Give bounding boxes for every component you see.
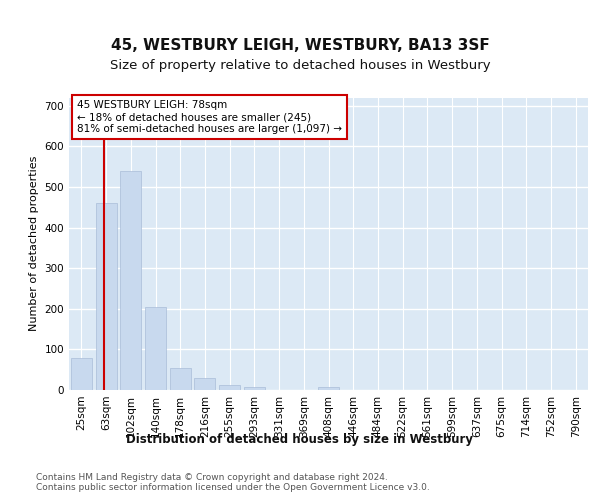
Bar: [170, 368, 191, 390]
Bar: [244, 387, 265, 390]
Bar: [71, 358, 92, 390]
Y-axis label: Number of detached properties: Number of detached properties: [29, 156, 39, 332]
Bar: [120, 170, 141, 390]
Bar: [318, 387, 339, 390]
Bar: [145, 306, 166, 390]
Text: Size of property relative to detached houses in Westbury: Size of property relative to detached ho…: [110, 60, 490, 72]
Bar: [95, 203, 116, 390]
Bar: [219, 385, 240, 390]
Text: Distribution of detached houses by size in Westbury: Distribution of detached houses by size …: [127, 432, 473, 446]
Text: Contains HM Land Registry data © Crown copyright and database right 2024.
Contai: Contains HM Land Registry data © Crown c…: [36, 472, 430, 492]
Text: 45 WESTBURY LEIGH: 78sqm
← 18% of detached houses are smaller (245)
81% of semi-: 45 WESTBURY LEIGH: 78sqm ← 18% of detach…: [77, 100, 342, 134]
Text: 45, WESTBURY LEIGH, WESTBURY, BA13 3SF: 45, WESTBURY LEIGH, WESTBURY, BA13 3SF: [110, 38, 490, 52]
Bar: [194, 378, 215, 390]
